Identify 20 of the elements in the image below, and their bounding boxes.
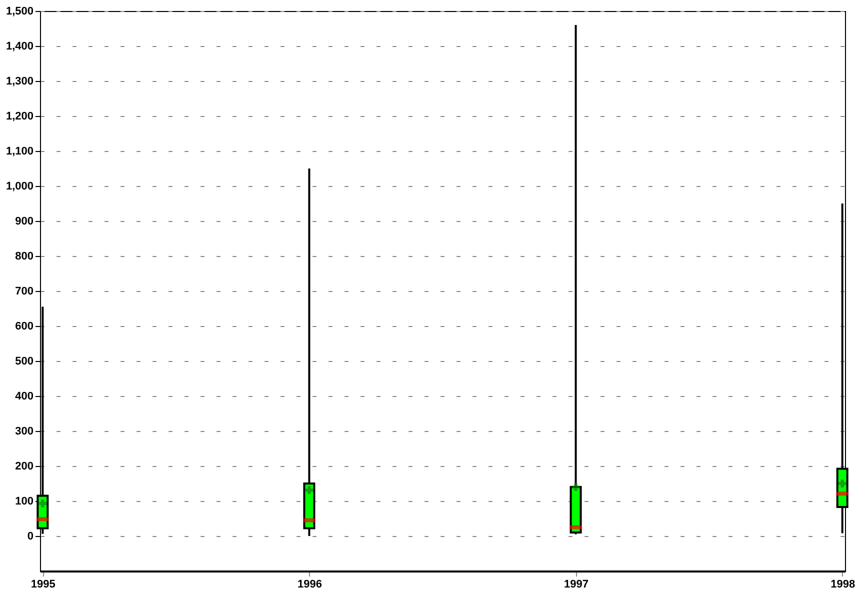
x-tick-label: 1996	[297, 578, 322, 590]
y-tick-label: 900	[15, 216, 34, 228]
y-tick-label: 400	[15, 390, 34, 402]
y-tick-label: 0	[27, 530, 34, 542]
y-tick-label: 800	[15, 250, 34, 262]
y-tick-label: 200	[15, 460, 34, 472]
y-tick-label: 1,400	[6, 40, 34, 52]
y-tick-label: 1,500	[6, 6, 34, 18]
y-tick-label: 1,200	[6, 110, 34, 122]
x-tick-label: 1995	[30, 578, 56, 590]
y-tick-label: 100	[15, 496, 34, 508]
y-tick-label: 700	[15, 286, 34, 298]
x-tick-label: 1998	[830, 578, 856, 590]
y-tick-label: 1,100	[6, 146, 34, 158]
y-tick-label: 500	[15, 356, 34, 368]
x-tick-label: 1997	[564, 578, 589, 590]
y-tick-label: 1,000	[6, 180, 34, 192]
y-tick-label: 1,300	[6, 76, 34, 88]
y-tick-label: 300	[15, 426, 34, 438]
y-tick-label: 600	[15, 320, 34, 332]
